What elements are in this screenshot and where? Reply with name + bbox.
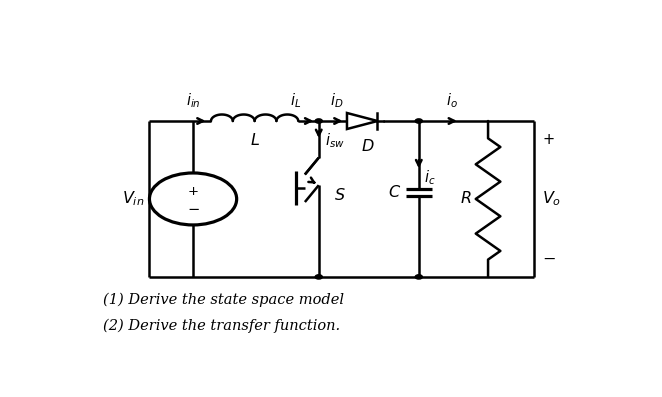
Text: $V_{in}$: $V_{in}$ bbox=[122, 190, 144, 208]
Circle shape bbox=[315, 275, 322, 279]
Text: $+$: $+$ bbox=[542, 132, 555, 147]
Text: $-$: $-$ bbox=[542, 251, 555, 266]
Text: $V_o$: $V_o$ bbox=[542, 190, 561, 208]
Text: (1) Derive the state space model: (1) Derive the state space model bbox=[103, 293, 344, 307]
Text: $i_o$: $i_o$ bbox=[446, 92, 458, 110]
Circle shape bbox=[415, 119, 422, 123]
Circle shape bbox=[315, 119, 322, 123]
Text: $i_{in}$: $i_{in}$ bbox=[186, 92, 201, 110]
Text: (2) Derive the transfer function.: (2) Derive the transfer function. bbox=[103, 319, 340, 333]
Text: $S$: $S$ bbox=[334, 187, 346, 204]
Text: $D$: $D$ bbox=[361, 138, 374, 155]
Text: $i_L$: $i_L$ bbox=[290, 92, 301, 110]
Text: $R$: $R$ bbox=[460, 191, 471, 208]
Text: $i_D$: $i_D$ bbox=[330, 92, 344, 110]
Text: $i_c$: $i_c$ bbox=[424, 168, 436, 187]
Text: $+$: $+$ bbox=[187, 185, 199, 198]
Circle shape bbox=[415, 275, 422, 279]
Text: $C$: $C$ bbox=[388, 184, 401, 201]
Text: $i_{sw}$: $i_{sw}$ bbox=[326, 131, 345, 150]
Text: $-$: $-$ bbox=[187, 200, 199, 215]
Text: $L$: $L$ bbox=[250, 132, 260, 149]
